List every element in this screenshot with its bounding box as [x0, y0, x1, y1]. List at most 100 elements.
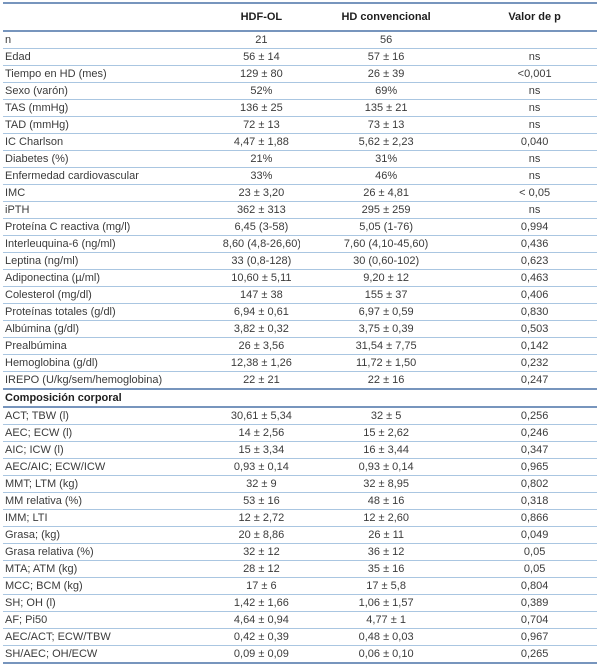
- row-label: MM relativa (%): [3, 492, 223, 510]
- p-value: 0,866: [472, 509, 597, 527]
- table-row: Leptina (ng/ml) 33 (0,8-128) 30 (0,60-102)…: [3, 252, 597, 270]
- hd-convencional-value: 31%: [299, 150, 473, 168]
- hdf-ol-value: 22 ± 21: [222, 371, 300, 390]
- hdf-ol-value: 1,42 ± 1,66: [222, 594, 300, 612]
- hdf-ol-value: 72 ± 13: [222, 116, 300, 134]
- hdf-ol-value: 14 ± 2,56: [222, 424, 300, 442]
- row-label: AEC/ACT; ECW/TBW: [3, 628, 223, 646]
- table-body: n 21 56 Edad 56 ± 14 57 ± 16 ns Tiempo en HD (m…: [3, 31, 597, 664]
- row-label: Prealbúmina: [3, 337, 223, 355]
- hdf-ol-value: 17 ± 6: [222, 577, 300, 595]
- hd-convencional-value: 5,05 (1-76): [299, 218, 473, 236]
- p-value: ns: [472, 150, 597, 168]
- table-row: Edad 56 ± 14 57 ± 16 ns: [3, 48, 597, 66]
- hdf-ol-value: 56 ± 14: [222, 48, 300, 66]
- table-row: Sexo (varón) 52% 69% ns: [3, 82, 597, 100]
- hd-convencional-value: 12 ± 2,60: [299, 509, 473, 527]
- hd-convencional-value: 31,54 ± 7,75: [299, 337, 473, 355]
- section-row: Composición corporal: [3, 388, 597, 408]
- table-row: Proteína C reactiva (mg/l) 6,45 (3-58) 5,0…: [3, 218, 597, 236]
- hdf-ol-value: 6,94 ± 0,61: [222, 303, 300, 321]
- p-value: 0,994: [472, 218, 597, 236]
- hd-convencional-value: 56: [299, 31, 473, 49]
- table-row: IMC 23 ± 3,20 26 ± 4,81 < 0,05: [3, 184, 597, 202]
- hd-convencional-value: 32 ± 8,95: [299, 475, 473, 493]
- hd-convencional-value: 26 ± 4,81: [299, 184, 473, 202]
- hd-convencional-value: 0,06 ± 0,10: [299, 645, 473, 664]
- hd-convencional-value: 0,93 ± 0,14: [299, 458, 473, 476]
- hd-convencional-value: 22 ± 16: [299, 371, 473, 390]
- hd-convencional-value: 26 ± 39: [299, 65, 473, 83]
- hdf-ol-value: 32 ± 12: [222, 543, 300, 561]
- row-label: SH; OH (l): [3, 594, 223, 612]
- p-value: ns: [472, 82, 597, 100]
- row-label: iPTH: [3, 201, 223, 219]
- hdf-ol-value: 147 ± 38: [222, 286, 300, 304]
- table-row: SH; OH (l) 1,42 ± 1,66 1,06 ± 1,57 0,389: [3, 594, 597, 612]
- hdf-ol-value: 12,38 ± 1,26: [222, 354, 300, 372]
- row-label: Diabetes (%): [3, 150, 223, 168]
- row-label: IREPO (U/kg/sem/hemoglobina): [3, 371, 223, 390]
- table-row: AEC/AIC; ECW/ICW 0,93 ± 0,14 0,93 ± 0,14 0,…: [3, 458, 597, 476]
- p-value: 0,049: [472, 526, 597, 544]
- hd-convencional-value: 5,62 ± 2,23: [299, 133, 473, 151]
- hd-convencional-value: 35 ± 16: [299, 560, 473, 578]
- p-value: 0,318: [472, 492, 597, 510]
- hd-convencional-value: 36 ± 12: [299, 543, 473, 561]
- p-value: 0,623: [472, 252, 597, 270]
- hd-convencional-value: 7,60 (4,10-45,60): [299, 235, 473, 253]
- row-label: SH/AEC; OH/ECW: [3, 645, 223, 664]
- row-label: Edad: [3, 48, 223, 66]
- table-row: Colesterol (mg/dl) 147 ± 38 155 ± 37 0,406: [3, 286, 597, 304]
- p-value: 0,503: [472, 320, 597, 338]
- p-value: 0,040: [472, 133, 597, 151]
- row-label: IC Charlson: [3, 133, 223, 151]
- table-row: ACT; TBW (l) 30,61 ± 5,34 32 ± 5 0,256: [3, 407, 597, 425]
- row-label: Grasa; (kg): [3, 526, 223, 544]
- p-value: 0,247: [472, 371, 597, 390]
- table-row: Hemoglobina (g/dl) 12,38 ± 1,26 11,72 ± 1,…: [3, 354, 597, 372]
- hdf-ol-value: 4,47 ± 1,88: [222, 133, 300, 151]
- hd-convencional-value: 32 ± 5: [299, 407, 473, 425]
- p-value: <0,001: [472, 65, 597, 83]
- hdf-ol-value: 0,42 ± 0,39: [222, 628, 300, 646]
- row-label: Colesterol (mg/dl): [3, 286, 223, 304]
- hdf-ol-value: 8,60 (4,8-26,60): [222, 235, 300, 253]
- p-value: 0,830: [472, 303, 597, 321]
- p-value: 0,246: [472, 424, 597, 442]
- header-row: HDF-OL HD convencional Valor de p: [3, 2, 597, 32]
- row-label: IMC: [3, 184, 223, 202]
- row-label: MCC; BCM (kg): [3, 577, 223, 595]
- row-label: Sexo (varón): [3, 82, 223, 100]
- table-row: AF; Pi50 4,64 ± 0,94 4,77 ± 1 0,704: [3, 611, 597, 629]
- p-value: 0,232: [472, 354, 597, 372]
- hdf-ol-value: 6,45 (3-58): [222, 218, 300, 236]
- row-label: TAS (mmHg): [3, 99, 223, 117]
- hdf-ol-value: 33 (0,8-128): [222, 252, 300, 270]
- hd-convencional-value: 295 ± 259: [299, 201, 473, 219]
- table-row: IMM; LTI 12 ± 2,72 12 ± 2,60 0,866: [3, 509, 597, 527]
- table-row: SH/AEC; OH/ECW 0,09 ± 0,09 0,06 ± 0,10 0,26…: [3, 645, 597, 664]
- hdf-ol-value: 33%: [222, 167, 300, 185]
- p-value: 0,436: [472, 235, 597, 253]
- hdf-ol-value: 23 ± 3,20: [222, 184, 300, 202]
- p-value: 0,463: [472, 269, 597, 287]
- hd-convencional-value: 6,97 ± 0,59: [299, 303, 473, 321]
- column-header-empty: [3, 2, 223, 32]
- p-value: 0,256: [472, 407, 597, 425]
- row-label: Tiempo en HD (mes): [3, 65, 223, 83]
- hd-convencional-value: 69%: [299, 82, 473, 100]
- table-row: Diabetes (%) 21% 31% ns: [3, 150, 597, 168]
- table-row: Proteínas totales (g/dl) 6,94 ± 0,61 6,97 …: [3, 303, 597, 321]
- hdf-ol-value: 28 ± 12: [222, 560, 300, 578]
- row-label: AIC; ICW (l): [3, 441, 223, 459]
- hd-convencional-value: 3,75 ± 0,39: [299, 320, 473, 338]
- row-label: Hemoglobina (g/dl): [3, 354, 223, 372]
- hdf-ol-value: 10,60 ± 5,11: [222, 269, 300, 287]
- row-label: Grasa relativa (%): [3, 543, 223, 561]
- hd-convencional-value: 11,72 ± 1,50: [299, 354, 473, 372]
- column-header-valor-de-p: Valor de p: [472, 2, 597, 32]
- hdf-ol-value: 30,61 ± 5,34: [222, 407, 300, 425]
- hdf-ol-value: 12 ± 2,72: [222, 509, 300, 527]
- p-value: ns: [472, 167, 597, 185]
